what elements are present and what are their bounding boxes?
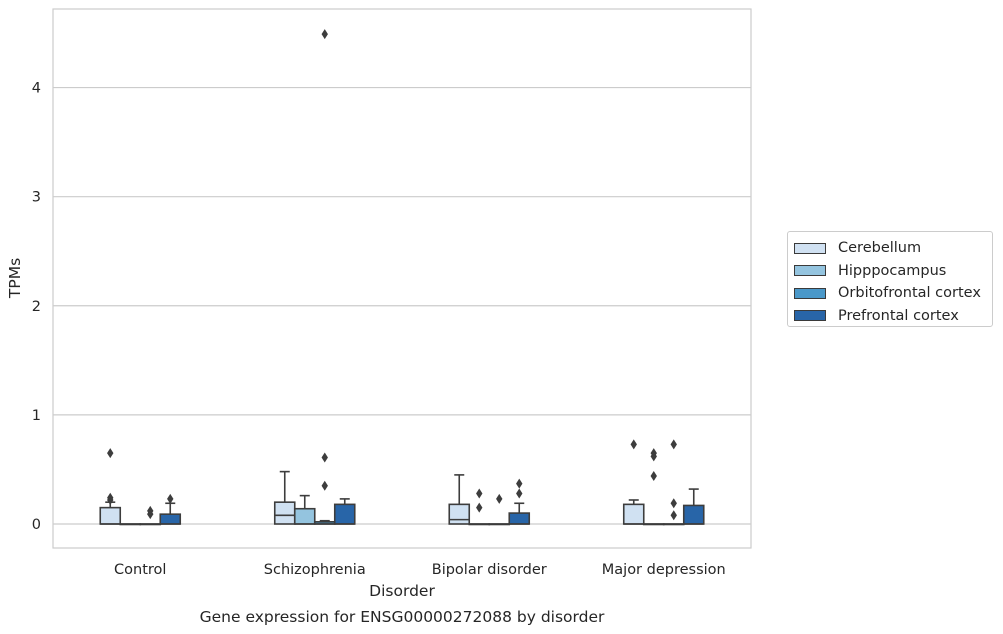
outlier-point [167,493,174,504]
box-3-3 [682,488,705,525]
y-tick-labels: 0 1 2 3 4 [32,81,41,533]
legend-label: Prefrontal cortex [838,307,959,324]
outlier-point [107,494,114,505]
box [622,503,645,525]
legend-item-orbitofrontal-cortex: Orbitofrontal cortex [794,282,992,305]
box-2-3 [662,523,685,526]
box-3-0 [159,502,182,525]
legend-swatch [794,310,826,322]
outlier-point [630,439,637,450]
box-3-2 [508,502,531,525]
outlier-point [107,448,114,459]
box [99,506,122,525]
box [682,504,705,525]
box [293,507,316,525]
outlier-point [650,451,657,462]
legend-item-hippocampus: Hipppocampus [794,260,992,283]
box-1-3 [642,523,665,526]
box [333,503,356,525]
y-tick-label: 2 [32,299,41,315]
outlier-point [670,439,677,450]
box [273,501,296,525]
box-1-0 [119,523,142,526]
box-0-1 [273,470,296,525]
y-axis-title: TPMs [6,258,24,299]
box-3-1 [333,498,356,525]
outlier-point [321,452,328,463]
box-1-2 [468,523,491,526]
outlier-point [321,29,328,40]
box-0-2 [448,474,471,525]
legend-item-prefrontal-cortex: Prefrontal cortex [794,305,992,328]
outlier-point [476,502,483,513]
box-2-0 [139,523,162,526]
legend-swatch [794,265,826,277]
outlier-point [516,488,523,499]
boxes [99,470,705,526]
y-tick-label: 0 [32,517,41,533]
legend-label: Hipppocampus [838,262,947,279]
outliers [107,29,677,521]
chart-title: Gene expression for ENSG00000272088 by d… [200,608,605,626]
box-2-1 [313,519,336,525]
box-1-1 [293,494,316,525]
outlier-point [476,488,483,499]
outlier-point [496,493,503,504]
x-tick-label: Control [114,562,166,578]
legend-label: Orbitofrontal cortex [838,285,981,302]
legend-label: Cerebellum [838,240,922,257]
x-tick-labels: Control Schizophrenia Bipolar disorder Majo… [114,562,726,578]
x-tick-label: Bipolar disorder [432,562,547,578]
x-axis-title: Disorder [369,582,435,600]
x-tick-label: Schizophrenia [264,562,366,578]
outlier-point [147,509,154,520]
box [159,513,182,525]
legend-swatch [794,242,826,254]
box [448,503,471,525]
legend-swatch [794,287,826,299]
y-tick-label: 1 [32,408,41,424]
box-2-2 [488,523,511,526]
box-0-0 [99,501,122,525]
box [508,512,531,525]
box-0-3 [622,499,645,525]
outlier-point [670,498,677,509]
outlier-point [321,480,328,491]
y-tick-label: 3 [32,190,41,206]
outlier-point [516,478,523,489]
legend: Cerebellum Hipppocampus Orbitofrontal co… [787,231,993,327]
x-tick-label: Major depression [602,562,726,578]
y-tick-label: 4 [32,81,41,97]
outlier-point [670,510,677,521]
outlier-point [650,470,657,481]
plot-area [52,8,752,549]
legend-item-cerebellum: Cerebellum [794,237,992,260]
